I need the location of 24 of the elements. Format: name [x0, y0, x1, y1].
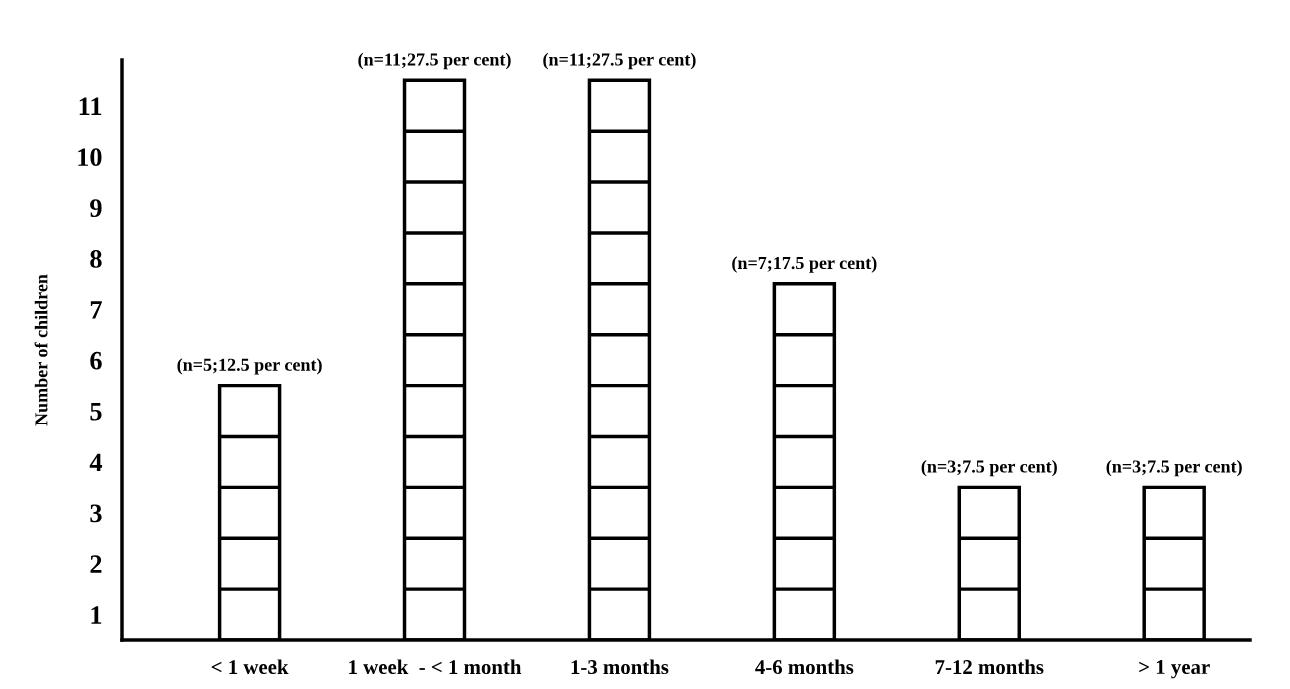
y-tick-label: 5 — [90, 402, 102, 421]
data-label: (n=3;7.5 per cent) — [1106, 459, 1242, 477]
y-tick-label: 3 — [90, 504, 102, 523]
x-tick-label: < 1 week — [211, 659, 289, 675]
data-label: (n=11;27.5 per cent) — [358, 52, 511, 70]
y-tick-label: 11 — [79, 97, 102, 115]
data-label: (n=3;7.5 per cent) — [921, 459, 1057, 477]
y-tick-label: 7 — [90, 301, 102, 319]
x-tick-label: 7-12 months — [935, 659, 1044, 675]
y-tick-label: 1 — [91, 606, 102, 624]
y-tick-label: 2 — [90, 555, 102, 573]
y-axis-title: Number of children — [34, 274, 48, 426]
x-tick-label: > 1 year — [1139, 660, 1210, 679]
x-tick-label: 4-6 months — [755, 659, 854, 675]
y-tick-label: 6 — [90, 351, 102, 370]
data-label: (n=11;27.5 per cent) — [543, 52, 696, 70]
x-tick-label: 1-3 months — [571, 659, 669, 675]
y-tick-label: 10 — [78, 148, 102, 167]
x-tick-label: 1 week - < 1 month — [349, 659, 522, 675]
y-tick-label: 4 — [89, 453, 103, 472]
data-label: (n=7;17.5 per cent) — [732, 256, 877, 273]
y-tick-label: 8 — [90, 250, 102, 268]
y-tick-label: 9 — [90, 199, 102, 217]
data-label: (n=5;12.5 per cent) — [177, 358, 322, 375]
